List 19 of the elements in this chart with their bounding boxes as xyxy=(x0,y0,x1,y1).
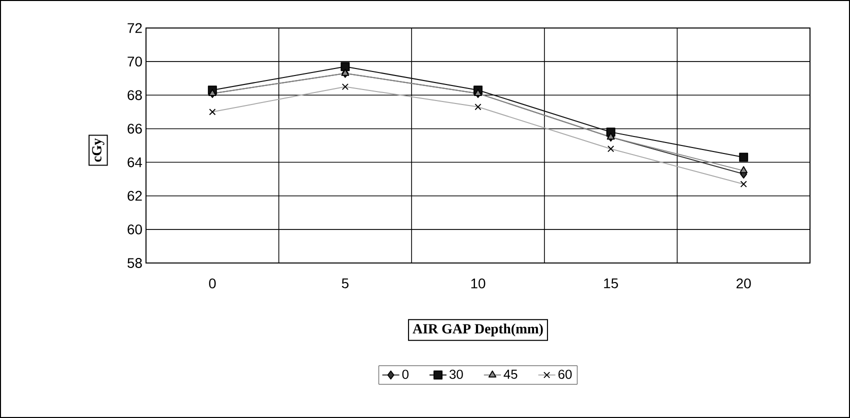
legend-label: 0 xyxy=(402,370,409,379)
legend-label: 30 xyxy=(450,370,463,379)
x-tick-label: 0 xyxy=(209,278,216,288)
x-tick-label: 10 xyxy=(471,278,486,288)
y-tick-label: 62 xyxy=(128,190,142,201)
y-tick-label: 70 xyxy=(128,56,142,67)
y-axis-title: cGy xyxy=(92,138,104,162)
y-tick-label: 68 xyxy=(128,90,142,100)
y-tick-label: 72 xyxy=(128,23,142,33)
legend-label: 60 xyxy=(558,370,572,379)
y-tick-label: 58 xyxy=(128,258,142,268)
x-tick-label: 15 xyxy=(604,278,618,288)
x-axis-title: AIR GAP Depth(mm) xyxy=(412,324,543,336)
x-tick-label: 20 xyxy=(736,278,751,288)
y-tick-label: 60 xyxy=(128,224,142,234)
y-tick-label: 64 xyxy=(128,157,142,168)
y-tick-label: 66 xyxy=(128,124,142,134)
legend-label: 45 xyxy=(504,370,518,379)
x-tick-label: 5 xyxy=(342,278,348,288)
